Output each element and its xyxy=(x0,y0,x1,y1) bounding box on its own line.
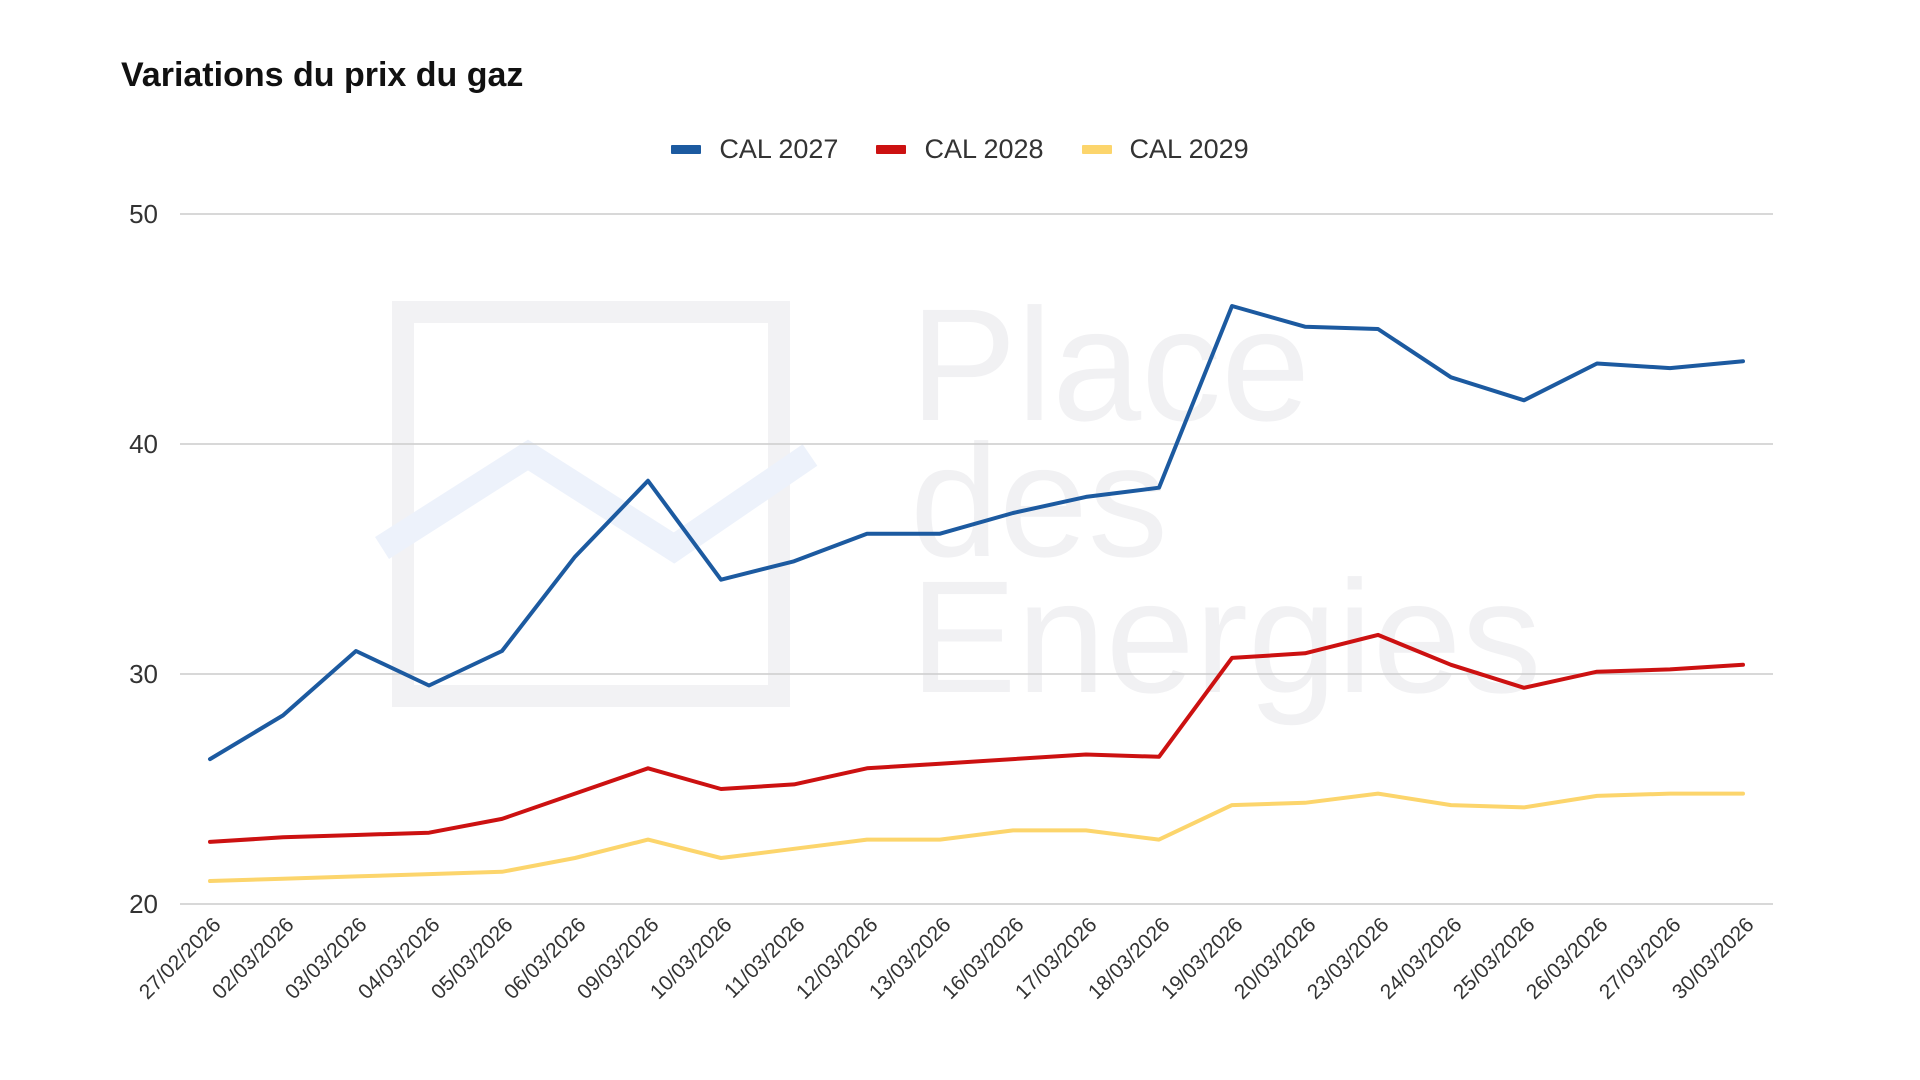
data-point[interactable] xyxy=(1664,663,1676,675)
data-point[interactable] xyxy=(934,834,946,846)
data-point[interactable] xyxy=(1591,666,1603,678)
data-point[interactable] xyxy=(1445,799,1457,811)
data-point[interactable] xyxy=(496,813,508,825)
data-point[interactable] xyxy=(1226,300,1238,312)
data-point[interactable] xyxy=(1445,659,1457,671)
data-point[interactable] xyxy=(1591,790,1603,802)
data-point[interactable] xyxy=(350,829,362,841)
series-line-cal-2029[interactable] xyxy=(208,791,1745,883)
data-point[interactable] xyxy=(204,836,216,848)
data-point[interactable] xyxy=(642,475,654,487)
legend-label: CAL 2028 xyxy=(924,134,1044,164)
watermark-logo: Place des Energies xyxy=(375,275,1541,726)
data-point[interactable] xyxy=(496,645,508,657)
data-point[interactable] xyxy=(1153,482,1165,494)
data-point[interactable] xyxy=(1299,647,1311,659)
data-point[interactable] xyxy=(1080,491,1092,503)
data-point[interactable] xyxy=(1080,749,1092,761)
legend: CAL 2027 CAL 2028 CAL 2029 xyxy=(0,134,1920,165)
data-point[interactable] xyxy=(788,555,800,567)
x-axis: 27/02/202602/03/202603/03/202604/03/2026… xyxy=(135,913,1759,1004)
data-point[interactable] xyxy=(1518,394,1530,406)
data-point[interactable] xyxy=(204,753,216,765)
data-point[interactable] xyxy=(1737,788,1749,800)
data-point[interactable] xyxy=(569,852,581,864)
data-point[interactable] xyxy=(1372,788,1384,800)
y-tick-label: 40 xyxy=(129,429,158,459)
data-point[interactable] xyxy=(1153,834,1165,846)
y-tick-label: 20 xyxy=(129,889,158,919)
data-point[interactable] xyxy=(1080,824,1092,836)
data-point[interactable] xyxy=(861,762,873,774)
y-axis: 20 30 40 50 xyxy=(129,199,158,919)
data-point[interactable] xyxy=(1007,753,1019,765)
data-point[interactable] xyxy=(350,645,362,657)
data-point[interactable] xyxy=(1153,751,1165,763)
data-point[interactable] xyxy=(934,528,946,540)
series-line-cal-2028[interactable] xyxy=(208,632,1745,844)
series-line-cal-2027[interactable] xyxy=(208,304,1745,762)
data-point[interactable] xyxy=(204,875,216,887)
data-point[interactable] xyxy=(277,709,289,721)
data-point[interactable] xyxy=(715,783,727,795)
legend-item-cal-2028[interactable]: CAL 2028 xyxy=(876,134,1044,165)
data-point[interactable] xyxy=(1226,799,1238,811)
data-point[interactable] xyxy=(1007,824,1019,836)
data-point[interactable] xyxy=(1226,652,1238,664)
data-point[interactable] xyxy=(788,778,800,790)
data-point[interactable] xyxy=(1518,801,1530,813)
data-point[interactable] xyxy=(1737,659,1749,671)
data-point[interactable] xyxy=(1445,371,1457,383)
legend-swatch-cal-2028 xyxy=(876,145,907,154)
data-point[interactable] xyxy=(1372,323,1384,335)
legend-label: CAL 2027 xyxy=(719,134,839,164)
data-point[interactable] xyxy=(715,852,727,864)
legend-label: CAL 2029 xyxy=(1129,134,1249,164)
watermark-chevron xyxy=(375,439,818,564)
legend-swatch-cal-2029 xyxy=(1081,145,1112,154)
data-point[interactable] xyxy=(423,827,435,839)
data-point[interactable] xyxy=(1299,321,1311,333)
data-point[interactable] xyxy=(1591,358,1603,370)
data-point[interactable] xyxy=(569,788,581,800)
data-point[interactable] xyxy=(1372,629,1384,641)
series-lines xyxy=(204,300,1749,887)
legend-swatch-cal-2027 xyxy=(671,145,702,154)
watermark-frame xyxy=(392,301,790,707)
data-point[interactable] xyxy=(788,843,800,855)
data-point[interactable] xyxy=(861,834,873,846)
data-point[interactable] xyxy=(1737,355,1749,367)
data-point[interactable] xyxy=(1299,797,1311,809)
data-point[interactable] xyxy=(569,551,581,563)
data-point[interactable] xyxy=(642,762,654,774)
legend-item-cal-2029[interactable]: CAL 2029 xyxy=(1081,134,1249,165)
data-point[interactable] xyxy=(642,834,654,846)
data-point[interactable] xyxy=(934,758,946,770)
legend-item-cal-2027[interactable]: CAL 2027 xyxy=(671,134,838,165)
data-point[interactable] xyxy=(1664,362,1676,374)
data-point[interactable] xyxy=(1518,682,1530,694)
data-point[interactable] xyxy=(496,866,508,878)
data-point[interactable] xyxy=(423,680,435,692)
data-point[interactable] xyxy=(861,528,873,540)
y-tick-label: 50 xyxy=(129,199,158,229)
watermark-text: Place des Energies xyxy=(910,275,1541,726)
data-point[interactable] xyxy=(1664,788,1676,800)
data-point[interactable] xyxy=(1007,507,1019,519)
data-point[interactable] xyxy=(277,831,289,843)
y-tick-label: 30 xyxy=(129,659,158,689)
data-point[interactable] xyxy=(350,870,362,882)
chart-title: Variations du prix du gaz xyxy=(121,56,524,94)
data-point[interactable] xyxy=(277,873,289,885)
gridlines xyxy=(180,213,1773,905)
data-point[interactable] xyxy=(423,868,435,880)
data-point[interactable] xyxy=(715,574,727,586)
